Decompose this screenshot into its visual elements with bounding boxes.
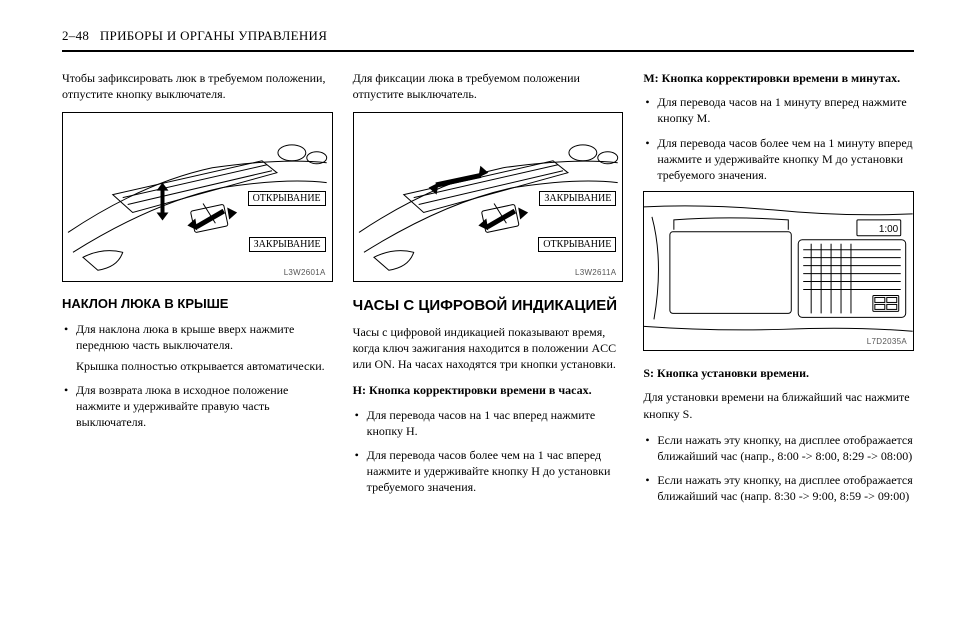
col2-desc: Часы с цифровой индикацией показывают вр… <box>353 324 624 373</box>
list-item: Для возврата люка в исходное положение н… <box>76 382 333 431</box>
bullet-text: Если нажать эту кнопку, на дисплее отобр… <box>657 473 912 503</box>
label-close: ЗАКРЫВАНИЕ <box>539 191 616 206</box>
figure-sunroof-tilt: ОТКРЫВАНИЕ ЗАКРЫВАНИЕ L3W2601A <box>62 112 333 282</box>
bullet-text: Для наклона люка в крыше вверх нажмите п… <box>76 322 294 352</box>
column-2: Для фиксации люка в требуемом положении … <box>353 70 624 512</box>
list-item: Для перевода часов на 1 час вперед нажми… <box>367 407 624 439</box>
figure-code: L3W2611A <box>575 268 616 277</box>
list-item: Если нажать эту кнопку, на дисплее отобр… <box>657 472 914 504</box>
bullet-text: Для перевода часов на 1 час вперед нажми… <box>367 408 596 438</box>
col1-intro: Чтобы зафиксировать люк в требуемом поло… <box>62 70 333 102</box>
section-title: ПРИБОРЫ И ОРГАНЫ УПРАВЛЕНИЯ <box>100 28 327 43</box>
figure-code: L3W2601A <box>284 268 326 277</box>
bullet-text: Для возврата люка в исходное положение н… <box>76 383 288 429</box>
list-item: Для наклона люка в крыше вверх нажмите п… <box>76 321 333 374</box>
bullet-text: Для перевода часов более чем на 1 минуту… <box>657 136 912 182</box>
col2-intro: Для фиксации люка в требуемом положении … <box>353 70 624 102</box>
column-1: Чтобы зафиксировать люк в требуемом поло… <box>62 70 333 512</box>
col1-bullets: Для наклона люка в крыше вверх нажмите п… <box>62 321 333 430</box>
column-3: M: Кнопка корректировки времени в минута… <box>643 70 914 512</box>
bullet-sub: Крышка полностью открывается автоматичес… <box>76 358 333 374</box>
h-bullets: Для перевода часов на 1 час вперед нажми… <box>353 407 624 496</box>
s-bullets: Если нажать эту кнопку, на дисплее отобр… <box>643 432 914 505</box>
h-button-heading: H: Кнопка корректировки времени в часах. <box>353 382 624 398</box>
label-open: ОТКРЫВАНИЕ <box>248 191 326 206</box>
s-button-heading: S: Кнопка установки времени. <box>643 365 914 381</box>
col2-section-heading: ЧАСЫ С ЦИФРОВОЙ ИНДИКАЦИЕЙ <box>353 296 624 316</box>
columns: Чтобы зафиксировать люк в требуемом поло… <box>62 70 914 512</box>
figure-code: L7D2035A <box>867 337 907 346</box>
label-open: ОТКРЫВАНИЕ <box>538 237 616 252</box>
clock-display: 1:00 <box>879 224 899 235</box>
page: 2–48 ПРИБОРЫ И ОРГАНЫ УПРАВЛЕНИЯ Чтобы з… <box>0 0 954 532</box>
label-close: ЗАКРЫВАНИЕ <box>249 237 326 252</box>
bullet-text: Для перевода часов на 1 минуту вперед на… <box>657 95 906 125</box>
bullet-text: Для перевода часов более чем на 1 час вп… <box>367 448 611 494</box>
list-item: Для перевода часов более чем на 1 минуту… <box>657 135 914 184</box>
dashboard-illustration: 1:00 <box>644 192 913 351</box>
figure-sunroof-slide: ЗАКРЫВАНИЕ ОТКРЫВАНИЕ L3W2611A <box>353 112 624 282</box>
page-number: 2–48 <box>62 28 89 43</box>
list-item: Если нажать эту кнопку, на дисплее отобр… <box>657 432 914 464</box>
col1-section-heading: НАКЛОН ЛЮКА В КРЫШЕ <box>62 296 333 313</box>
m-button-heading: M: Кнопка корректировки времени в минута… <box>643 70 914 86</box>
list-item: Для перевода часов более чем на 1 час вп… <box>367 447 624 496</box>
list-item: Для перевода часов на 1 минуту вперед на… <box>657 94 914 126</box>
bullet-text: Если нажать эту кнопку, на дисплее отобр… <box>657 433 912 463</box>
figure-dashboard-clock: 1:00 L7D2035A <box>643 191 914 351</box>
page-header: 2–48 ПРИБОРЫ И ОРГАНЫ УПРАВЛЕНИЯ <box>62 28 914 52</box>
s-desc: Для установки времени на ближайший час н… <box>643 389 914 421</box>
m-bullets: Для перевода часов на 1 минуту вперед на… <box>643 94 914 183</box>
